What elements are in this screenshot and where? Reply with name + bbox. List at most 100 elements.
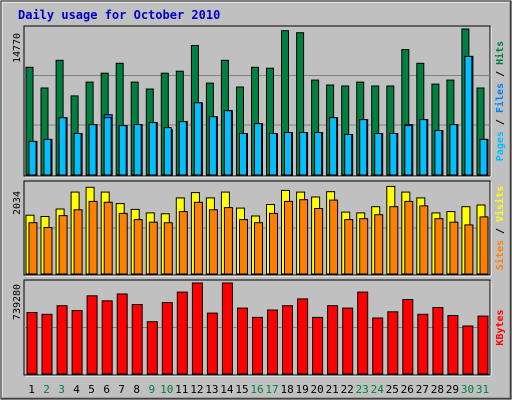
bar-sites-day-13 <box>208 209 218 275</box>
bar-pages-day-29 <box>449 124 458 176</box>
bar-sites-day-12 <box>193 201 203 275</box>
x-tick-label-31: 31 <box>476 383 489 396</box>
x-tick-label-15: 15 <box>235 383 248 396</box>
legend-hits-files-pages: Pages / Files / Hits <box>494 41 506 161</box>
legend-item-visits: Visits <box>494 186 506 222</box>
bar-pages-day-14 <box>223 110 232 176</box>
legend-item-pages: Pages <box>495 131 506 161</box>
bar-kbytes-day-8 <box>131 304 143 375</box>
bar-sites-day-9 <box>148 221 158 275</box>
bar-kbytes-day-30 <box>462 325 474 375</box>
bar-pages-day-3 <box>58 117 67 176</box>
legend-sites-visits: Sites / Visits <box>494 186 506 270</box>
bar-sites-day-30 <box>464 224 474 275</box>
bar-pages-day-13 <box>208 116 217 176</box>
bar-sites-day-29 <box>449 221 459 275</box>
bar-sites-day-3 <box>58 215 68 275</box>
legend-item-sites: Sites <box>494 240 506 270</box>
bar-kbytes-day-27 <box>417 313 429 375</box>
chart-title: Daily usage for October 2010 <box>18 8 220 22</box>
legend-item-kbytes: KBytes <box>495 309 506 345</box>
x-tick-label-5: 5 <box>88 383 95 396</box>
bar-kbytes-day-17 <box>267 309 278 375</box>
bar-pages-day-22 <box>344 134 353 176</box>
x-tick-label-12: 12 <box>190 383 203 396</box>
x-tick-label-26: 26 <box>401 383 414 396</box>
bar-pages-day-1 <box>28 140 37 176</box>
x-tick-label-4: 4 <box>73 383 80 396</box>
bar-pages-day-21 <box>329 117 338 176</box>
bar-kbytes-day-7 <box>116 293 128 375</box>
x-tick-label-8: 8 <box>133 383 140 396</box>
bar-kbytes-day-23 <box>357 291 369 375</box>
x-tick-label-25: 25 <box>386 383 399 396</box>
bar-pages-day-2 <box>43 138 52 176</box>
bar-pages-day-28 <box>434 130 443 176</box>
bar-kbytes-day-15 <box>237 307 248 375</box>
legend-separator: / <box>495 222 506 240</box>
bar-kbytes-day-19 <box>297 298 309 375</box>
bar-pages-day-6 <box>103 117 112 176</box>
bar-sites-day-10 <box>163 222 173 275</box>
x-tick-label-17: 17 <box>265 383 278 396</box>
x-tick-label-1: 1 <box>28 383 35 396</box>
bar-pages-day-30 <box>464 55 473 176</box>
bar-kbytes-day-20 <box>312 316 324 375</box>
bar-kbytes-day-18 <box>282 305 293 375</box>
legend-kbytes: KBytes <box>495 309 506 345</box>
bar-pages-day-20 <box>314 132 323 176</box>
bar-pages-day-27 <box>419 119 428 176</box>
bar-kbytes-day-6 <box>101 300 113 375</box>
x-tick-label-30: 30 <box>461 383 474 396</box>
bar-sites-day-8 <box>133 219 143 275</box>
bar-kbytes-day-24 <box>372 317 384 375</box>
bar-kbytes-day-1 <box>26 312 38 375</box>
bar-sites-day-21 <box>329 199 339 275</box>
x-tick-label-27: 27 <box>416 383 429 396</box>
bar-pages-day-11 <box>178 121 187 176</box>
bar-kbytes-day-2 <box>41 313 53 375</box>
bar-pages-day-10 <box>163 127 172 176</box>
bar-kbytes-day-3 <box>56 305 68 375</box>
bar-sites-day-28 <box>434 218 444 275</box>
x-tick-label-16: 16 <box>250 383 263 396</box>
bar-sites-day-25 <box>389 206 399 275</box>
bar-sites-day-26 <box>404 200 414 275</box>
x-tick-label-24: 24 <box>371 383 385 396</box>
bar-sites-day-4 <box>73 209 83 275</box>
bar-kbytes-day-16 <box>252 316 263 375</box>
bar-pages-day-9 <box>148 122 157 176</box>
bar-pages-day-23 <box>359 119 368 176</box>
x-tick-label-23: 23 <box>356 383 369 396</box>
x-tick-label-18: 18 <box>280 383 293 396</box>
bar-sites-day-1 <box>28 222 38 275</box>
legend-item-files: Files <box>494 83 506 113</box>
bar-sites-day-19 <box>299 199 309 275</box>
x-tick-label-11: 11 <box>175 383 188 396</box>
bar-sites-day-27 <box>419 205 429 275</box>
bar-pages-day-24 <box>374 133 383 176</box>
x-tick-label-19: 19 <box>295 383 308 396</box>
bar-kbytes-day-14 <box>221 282 233 375</box>
bar-sites-day-7 <box>118 212 128 275</box>
bar-pages-day-18 <box>284 132 292 176</box>
bar-sites-day-18 <box>284 200 293 275</box>
bar-sites-day-24 <box>374 214 384 275</box>
bar-kbytes-day-5 <box>86 295 98 375</box>
bar-kbytes-day-26 <box>402 299 414 375</box>
bar-pages-day-4 <box>73 133 82 176</box>
bar-sites-day-15 <box>239 219 248 275</box>
y-max-label: 14770 <box>12 33 23 63</box>
bar-kbytes-day-31 <box>477 315 489 375</box>
bar-pages-day-5 <box>88 124 97 176</box>
bar-pages-day-7 <box>118 125 127 176</box>
bar-sites-day-5 <box>88 200 98 275</box>
bar-kbytes-day-12 <box>191 282 203 375</box>
bar-sites-day-2 <box>43 227 53 275</box>
bar-sites-day-20 <box>314 208 324 275</box>
bar-sites-day-23 <box>359 218 369 275</box>
bar-pages-day-25 <box>389 133 398 176</box>
